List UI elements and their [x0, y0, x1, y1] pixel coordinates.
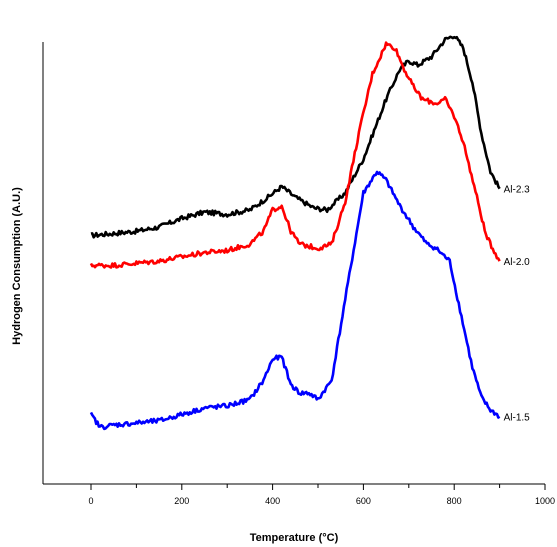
x-tick-label: 600 — [356, 496, 371, 506]
x-tick-label: 0 — [88, 496, 93, 506]
x-ticks: 0 200 400 600 800 1000 — [88, 484, 555, 506]
series-label: Al-1.5 — [504, 413, 531, 424]
series-line-al-2-0 — [89, 41, 501, 269]
x-tick-label: 1000 — [535, 496, 555, 506]
series-label: Al-2.0 — [504, 257, 531, 268]
series-label: Al-2.3 — [504, 185, 531, 196]
x-axis-label: Temperature (°C) — [250, 532, 339, 544]
y-axis-label: Hydrogen Consumption (A.U.) — [11, 187, 23, 345]
series-lines — [89, 35, 501, 431]
x-tick-label: 800 — [447, 496, 462, 506]
axes — [42, 42, 545, 485]
x-tick-label: 400 — [265, 496, 280, 506]
series-labels: Al-2.3 Al-2.0 Al-1.5 — [504, 185, 531, 424]
x-tick-label: 200 — [174, 496, 189, 506]
series-line-al-1-5 — [89, 170, 501, 431]
series-line-al-2-3 — [90, 35, 501, 239]
